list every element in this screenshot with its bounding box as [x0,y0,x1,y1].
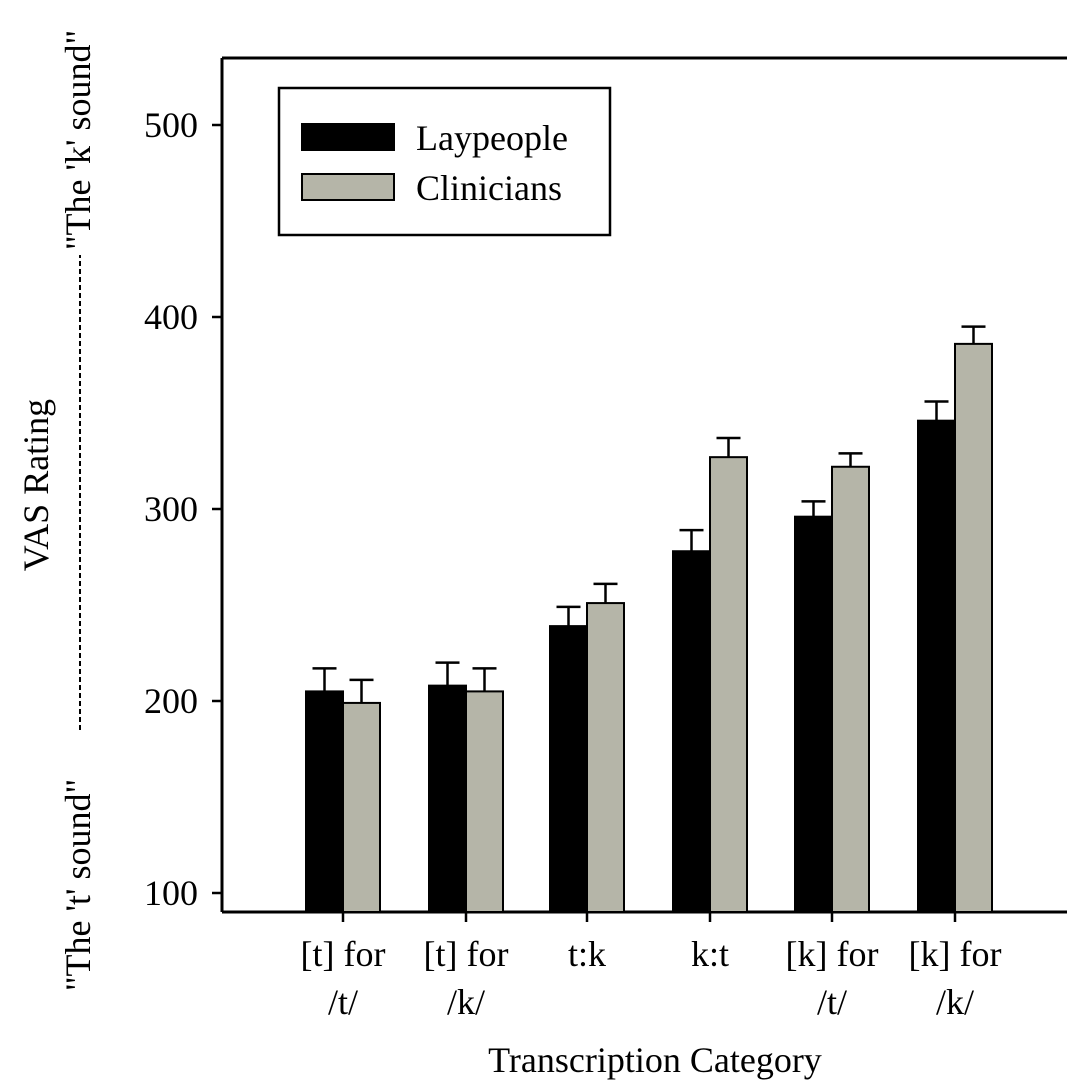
legend: Laypeople Clinicians [277,86,612,237]
x-category-label-0-line-1: /t/ [328,982,358,1022]
x-category-label-0-line-0: [t] for [301,934,386,974]
x-category-label-3-line-0: k:t [691,934,729,974]
y-axis-title: VAS Rating [16,399,56,571]
x-category-label-1-line-1: /k/ [447,982,485,1022]
bar-laypeople-2 [549,625,588,913]
y-axis-anchor-high: "The 'k' sound" [58,30,98,250]
legend-swatch-laypeople [301,123,395,151]
x-category-label-4-line-0: [k] for [786,934,879,974]
bar-laypeople-1 [428,684,467,914]
y-tick-label-200: 200 [144,681,198,721]
bar-clinicians-4 [831,465,870,913]
bar-laypeople-5 [917,419,956,913]
legend-swatch-clinicians [301,173,395,201]
y-ticks: 100 200 300 400 500 [144,105,222,913]
x-category-label-5-line-0: [k] for [909,934,1002,974]
legend-label-clinicians: Clinicians [416,168,562,208]
bar-clinicians-0 [342,701,381,913]
y-tick-label-400: 400 [144,297,198,337]
legend-label-laypeople: Laypeople [416,118,568,158]
bar-laypeople-0 [305,690,344,914]
bars [305,325,993,914]
x-category-label-5-line-1: /k/ [936,982,974,1022]
bar-clinicians-2 [586,602,625,914]
x-category-labels: [t] for/t/ [t] for/k/t:k k:t [k] for/t/ [k] … [301,912,1002,1022]
x-category-label-2-line-0: t:k [568,934,606,974]
y-tick-label-100: 100 [144,873,198,913]
bar-clinicians-5 [954,342,993,913]
legend-box [277,86,612,237]
x-category-label-4-line-1: /t/ [817,982,847,1022]
bar-laypeople-4 [794,515,833,913]
x-category-label-1-line-0: [t] for [424,934,509,974]
bar-laypeople-3 [672,550,711,913]
x-axis-title: Transcription Category [488,1040,822,1080]
bar-clinicians-1 [465,690,504,914]
bar-clinicians-3 [709,456,748,913]
y-axis-anchor-low: "The 't' sound" [58,779,98,991]
y-tick-label-500: 500 [144,105,198,145]
y-tick-label-300: 300 [144,489,198,529]
